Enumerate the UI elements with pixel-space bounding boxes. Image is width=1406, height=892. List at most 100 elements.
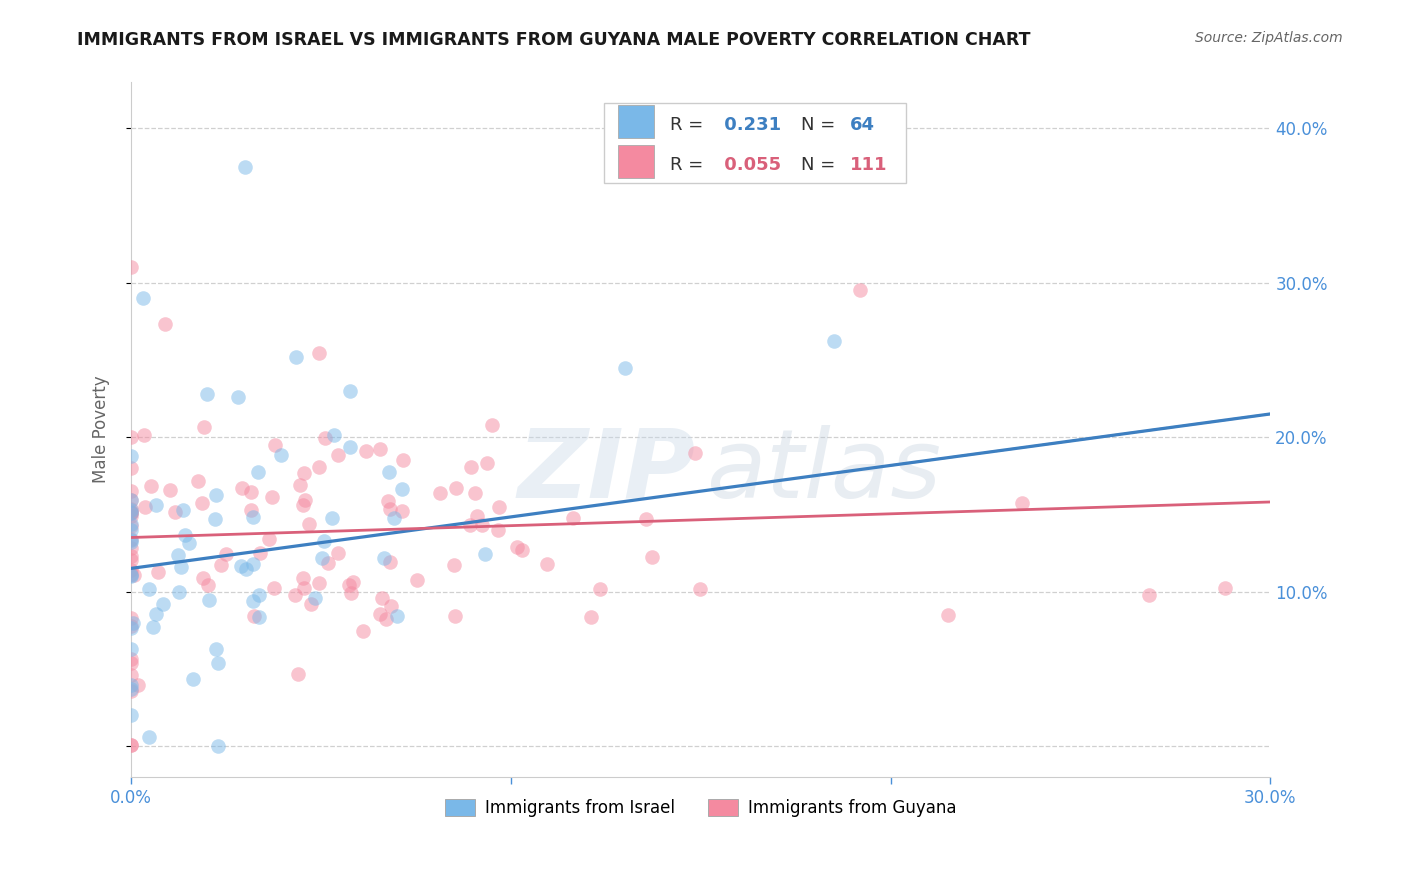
- Point: [120, 505, 142, 519]
- Text: 64: 64: [851, 116, 875, 134]
- Point: [120, 534, 142, 549]
- Point: [152, 597, 174, 611]
- Point: [294, 492, 316, 507]
- Point: [321, 510, 343, 524]
- Point: [474, 547, 496, 561]
- Point: [371, 591, 394, 606]
- Point: [122, 616, 145, 631]
- Text: N =: N =: [801, 116, 841, 134]
- Point: [226, 390, 249, 404]
- Point: [187, 474, 209, 488]
- Point: [444, 481, 467, 495]
- Point: [337, 578, 360, 592]
- Point: [215, 547, 238, 561]
- Text: 0.055: 0.055: [718, 156, 780, 174]
- Point: [132, 427, 155, 442]
- Point: [231, 481, 253, 495]
- Point: [127, 678, 149, 692]
- Point: [120, 652, 142, 666]
- Point: [488, 500, 510, 515]
- Point: [235, 562, 257, 576]
- Point: [193, 419, 215, 434]
- Text: R =: R =: [671, 156, 709, 174]
- Point: [146, 566, 169, 580]
- Point: [198, 593, 221, 607]
- Point: [391, 504, 413, 518]
- Point: [370, 607, 392, 621]
- Point: [204, 512, 226, 526]
- Point: [849, 284, 872, 298]
- Point: [120, 502, 142, 516]
- Point: [353, 624, 375, 639]
- Point: [308, 459, 330, 474]
- Point: [131, 291, 153, 305]
- Point: [120, 619, 142, 633]
- Point: [159, 483, 181, 498]
- Point: [207, 656, 229, 670]
- Point: [120, 483, 142, 498]
- Point: [368, 442, 391, 456]
- Text: N =: N =: [801, 156, 841, 174]
- Point: [308, 345, 330, 359]
- Point: [167, 548, 190, 562]
- Point: [308, 576, 330, 591]
- Text: ZIP: ZIP: [517, 425, 695, 517]
- Point: [153, 318, 176, 332]
- Point: [120, 260, 142, 274]
- Text: Source: ZipAtlas.com: Source: ZipAtlas.com: [1195, 31, 1343, 45]
- Point: [242, 594, 264, 608]
- Point: [120, 519, 142, 533]
- Point: [464, 486, 486, 500]
- Point: [139, 478, 162, 492]
- Point: [120, 517, 142, 532]
- Point: [391, 483, 413, 497]
- Point: [1011, 496, 1033, 510]
- Point: [685, 446, 707, 460]
- Point: [145, 498, 167, 512]
- Point: [142, 620, 165, 634]
- Point: [120, 677, 142, 691]
- Text: 111: 111: [851, 156, 887, 174]
- FancyBboxPatch shape: [605, 103, 905, 183]
- Point: [172, 503, 194, 517]
- Point: [354, 444, 377, 458]
- Point: [191, 571, 214, 585]
- Point: [138, 731, 160, 745]
- Legend: Immigrants from Israel, Immigrants from Guyana: Immigrants from Israel, Immigrants from …: [439, 793, 963, 824]
- Point: [120, 508, 142, 523]
- Point: [195, 387, 218, 401]
- Point: [191, 496, 214, 510]
- Point: [382, 511, 405, 525]
- Point: [284, 588, 307, 602]
- Point: [120, 569, 142, 583]
- Point: [120, 611, 142, 625]
- Point: [120, 553, 142, 567]
- Point: [536, 557, 558, 571]
- Point: [145, 607, 167, 621]
- Point: [120, 492, 142, 507]
- Text: 0.231: 0.231: [718, 116, 780, 134]
- Point: [120, 738, 142, 752]
- Point: [823, 334, 845, 349]
- Point: [613, 360, 636, 375]
- Point: [181, 673, 204, 687]
- FancyBboxPatch shape: [617, 145, 654, 178]
- Point: [197, 578, 219, 592]
- Point: [689, 582, 711, 597]
- Text: atlas: atlas: [706, 425, 942, 517]
- Point: [312, 534, 335, 549]
- Point: [506, 540, 529, 554]
- Point: [233, 160, 256, 174]
- Point: [1213, 582, 1236, 596]
- Point: [304, 591, 326, 605]
- Point: [247, 609, 270, 624]
- Text: IMMIGRANTS FROM ISRAEL VS IMMIGRANTS FROM GUYANA MALE POVERTY CORRELATION CHART: IMMIGRANTS FROM ISRAEL VS IMMIGRANTS FRO…: [77, 31, 1031, 49]
- Point: [120, 541, 142, 555]
- Point: [120, 493, 142, 508]
- Point: [298, 516, 321, 531]
- Point: [443, 558, 465, 573]
- Point: [231, 559, 253, 574]
- Point: [240, 503, 263, 517]
- Point: [406, 574, 429, 588]
- Point: [339, 384, 361, 399]
